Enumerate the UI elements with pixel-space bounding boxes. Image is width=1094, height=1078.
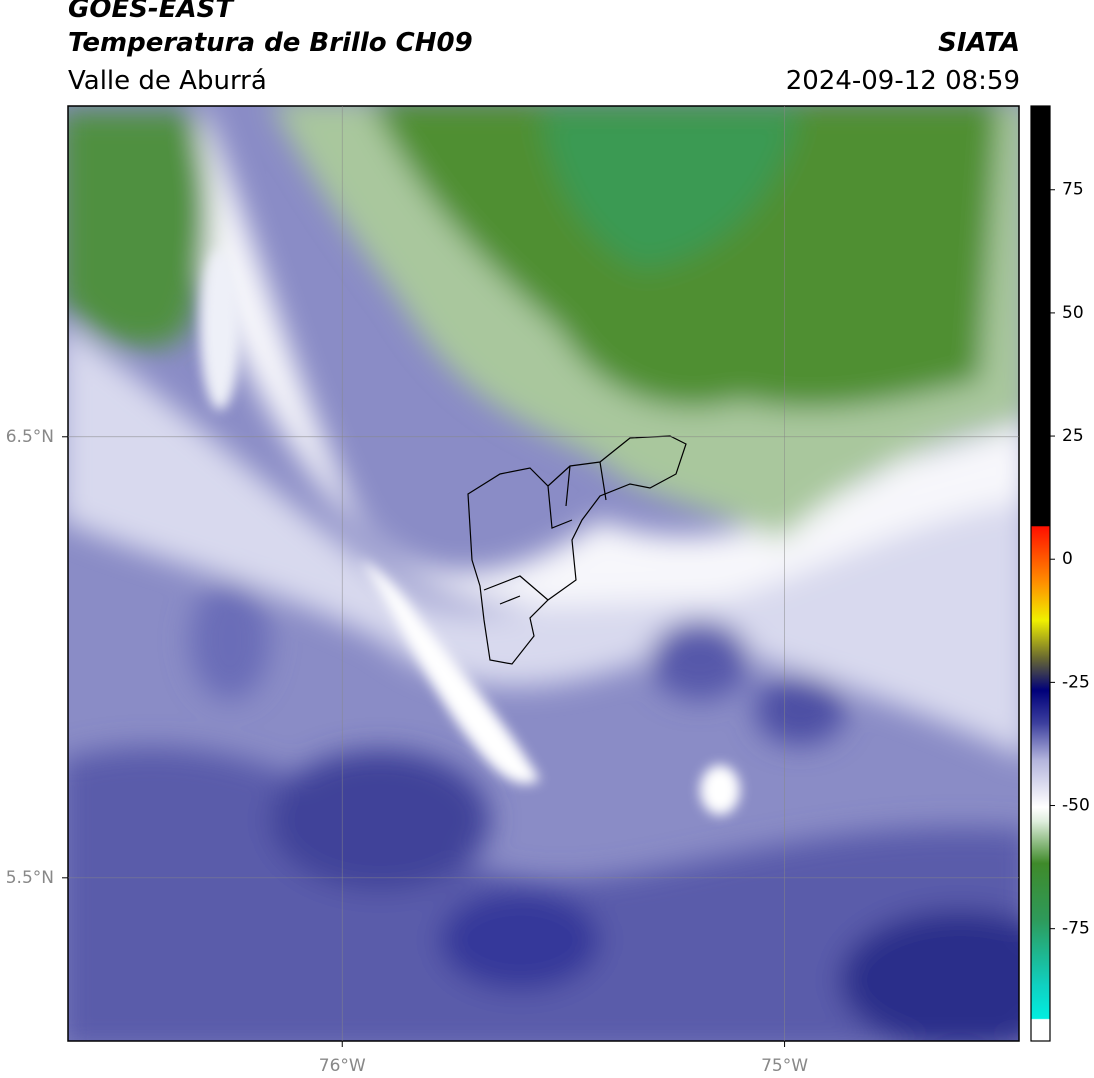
x-tick-label: 75°W — [761, 1056, 808, 1076]
colorbar-tick-label: -25 — [1062, 672, 1090, 692]
municipality-boundaries — [467, 435, 687, 665]
colorbar-tick-label: -50 — [1062, 796, 1090, 816]
datetime: 2024-09-12 08:59 — [785, 66, 1020, 96]
colorbar-tick-label: 50 — [1062, 303, 1084, 323]
colorbar-tick-label: 0 — [1062, 549, 1073, 569]
colorbar-tick-label: -75 — [1062, 919, 1090, 939]
colorbar-tick-label: 75 — [1062, 180, 1084, 200]
x-tick-label: 76°W — [319, 1056, 366, 1076]
satellite-field — [68, 106, 1019, 1041]
y-tick-label: 5.5°N — [6, 868, 54, 888]
map-frame — [67, 105, 1020, 1042]
colorbar — [1030, 105, 1051, 1042]
subtitle: Temperatura de Brillo CH09 — [68, 28, 473, 58]
region: Valle de Aburrá — [68, 66, 267, 96]
y-tick-label: 6.5°N — [6, 427, 54, 447]
source: SIATA — [938, 28, 1020, 58]
colorbar-tick-label: 25 — [1062, 426, 1084, 446]
title: GOES-EAST — [68, 0, 234, 24]
